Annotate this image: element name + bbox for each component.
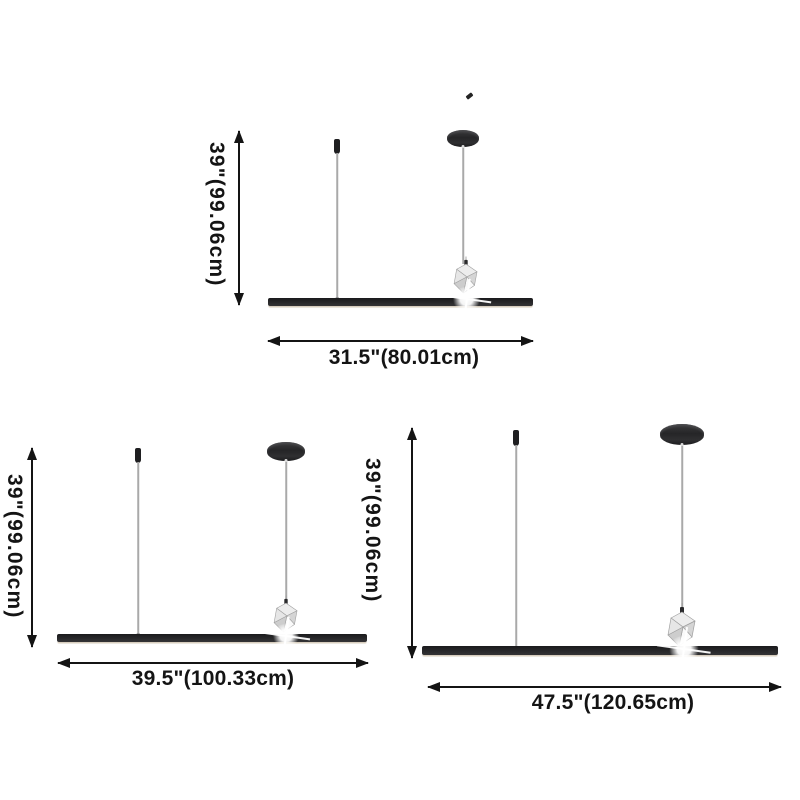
ceiling-canopy bbox=[660, 424, 704, 445]
width-dimension-label: 31.5"(80.01cm) bbox=[328, 346, 480, 369]
linear-light-bar bbox=[57, 634, 367, 642]
height-dimension-arrow bbox=[31, 448, 33, 647]
suspension-wire bbox=[137, 462, 139, 635]
width-dimension-arrow bbox=[428, 686, 781, 688]
height-dimension-arrow bbox=[238, 131, 240, 305]
canopy-suspension-wire bbox=[285, 460, 287, 602]
wire-end-fitting bbox=[513, 430, 519, 446]
canopy-suspension-wire bbox=[681, 444, 683, 610]
linear-light-bar bbox=[268, 298, 533, 306]
ceiling-canopy bbox=[267, 442, 305, 461]
suspension-wire bbox=[515, 445, 517, 648]
ceiling-canopy bbox=[447, 130, 479, 147]
light-glow bbox=[272, 624, 300, 647]
suspension-wire bbox=[336, 153, 338, 299]
height-dimension-arrow bbox=[411, 428, 413, 658]
wire-end-fitting bbox=[135, 448, 141, 463]
light-glow bbox=[452, 287, 481, 311]
wire-end-fitting bbox=[334, 139, 340, 154]
width-dimension-arrow bbox=[268, 340, 533, 342]
width-dimension-arrow bbox=[58, 662, 368, 664]
linear-light-bar bbox=[422, 646, 778, 655]
canopy-suspension-wire bbox=[462, 146, 464, 264]
width-dimension-label: 39.5"(100.33cm) bbox=[131, 667, 295, 690]
height-dimension-label: 39"(99.06cm) bbox=[361, 458, 384, 603]
height-dimension-label: 39"(99.06cm) bbox=[3, 474, 26, 619]
light-glow bbox=[668, 636, 700, 662]
height-dimension-label: 39"(99.06cm) bbox=[205, 142, 228, 287]
width-dimension-label: 47.5"(120.65cm) bbox=[531, 691, 695, 714]
